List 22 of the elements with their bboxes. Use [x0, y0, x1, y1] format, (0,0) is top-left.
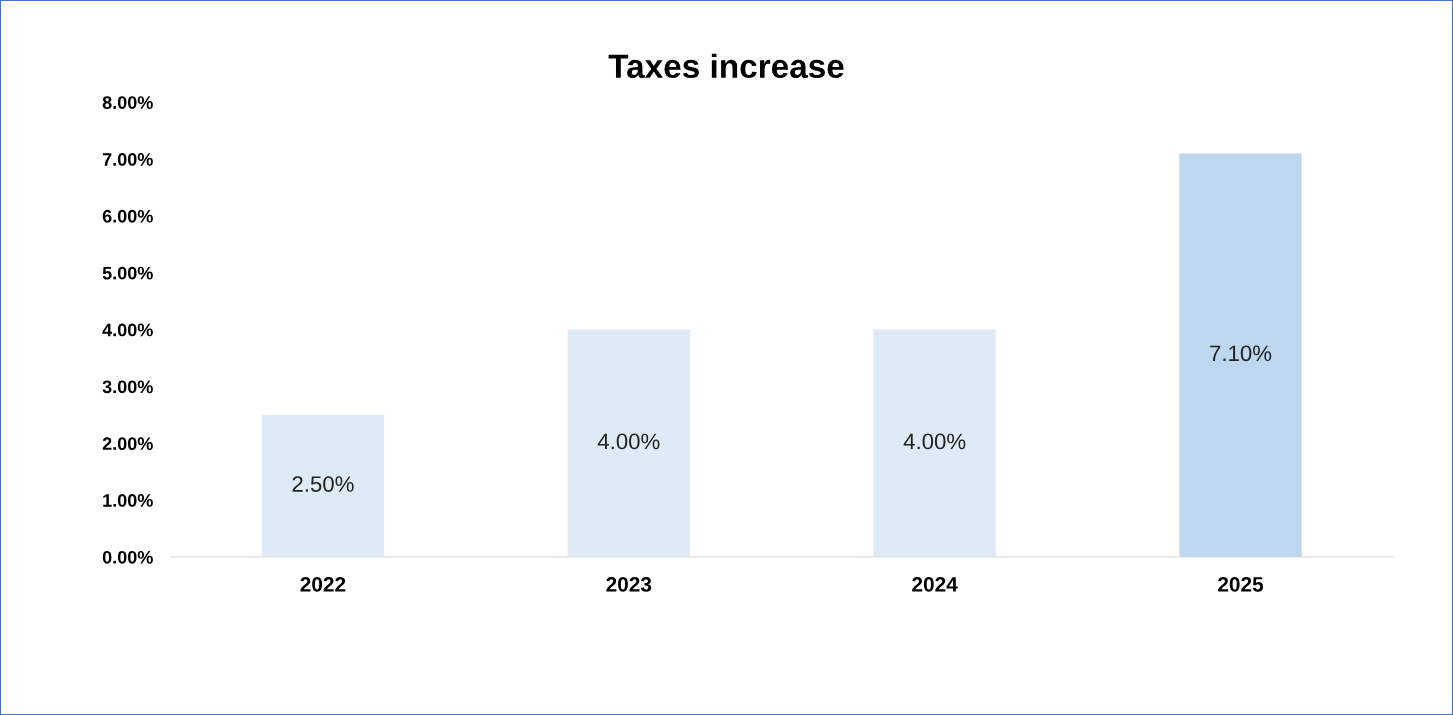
x-tick-label: 2024 — [912, 576, 958, 592]
y-tick-label: 4.00% — [102, 323, 153, 337]
bar — [261, 414, 385, 557]
data-label: 4.00% — [903, 433, 966, 450]
y-tick-label: 3.00% — [102, 380, 153, 394]
y-tick-label: 7.00% — [102, 153, 153, 166]
data-label: 4.00% — [597, 433, 660, 450]
x-tick-label: 2022 — [300, 576, 346, 592]
y-tick-label: 6.00% — [102, 209, 153, 223]
data-label: 7.10% — [1210, 345, 1272, 362]
data-label: 2.50% — [292, 476, 354, 492]
y-tick-label: 0.00% — [102, 550, 153, 564]
y-tick-label: 2.00% — [102, 437, 153, 451]
bar — [1179, 153, 1302, 557]
chart-title: Taxes increase — [608, 53, 844, 79]
x-tick-label: 2025 — [1218, 576, 1264, 592]
y-tick-label: 1.00% — [103, 494, 153, 507]
x-tick-label: 2023 — [606, 576, 652, 592]
bar — [873, 329, 996, 557]
bar — [567, 329, 690, 557]
y-tick-label: 5.00% — [102, 266, 153, 280]
y-tick-label: 8.00% — [102, 96, 153, 109]
